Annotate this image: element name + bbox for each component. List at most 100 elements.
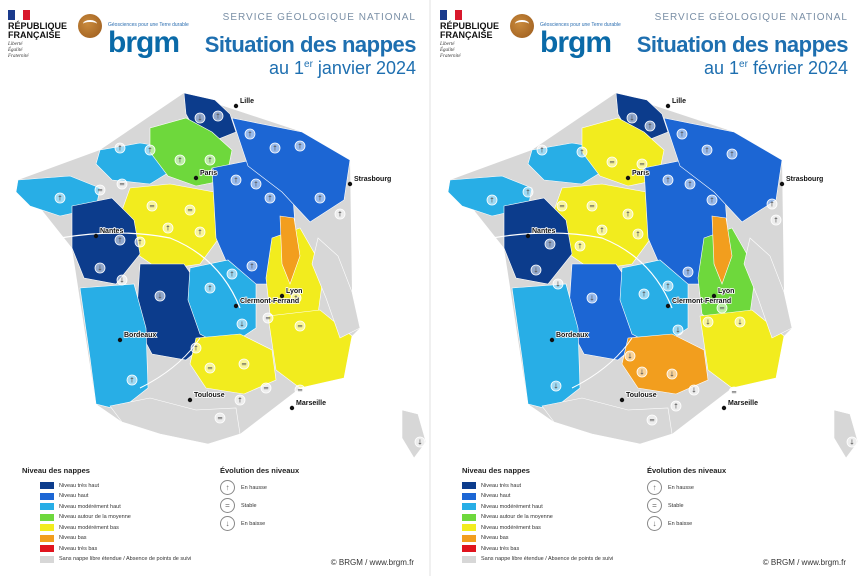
city-dot [525, 233, 531, 239]
equals-icon: = [647, 498, 662, 513]
svg-text:↑: ↑ [547, 241, 553, 249]
city-dot [193, 175, 199, 181]
legend-swatch [462, 482, 476, 489]
region-alsace-strip [279, 215, 301, 285]
svg-text:=: = [297, 323, 303, 331]
region-aquitaine [79, 283, 149, 411]
trend-stable-icon: = [716, 302, 728, 314]
legend-item: Niveau autour de la moyenne [462, 513, 553, 521]
legend-label: Sans nappe libre étendue / Absence de po… [59, 556, 192, 562]
trend-up-icon: ↑ [314, 192, 326, 204]
city-dot [779, 181, 785, 187]
legend-item: Niveau bas [40, 534, 87, 542]
legend-item: Niveau modérément haut [40, 503, 121, 510]
trend-stable-icon: = [294, 384, 306, 396]
trend-stable-icon: = [556, 200, 568, 212]
legend-label: Niveau modérément bas [59, 524, 119, 531]
trend-up-icon: ↑ [244, 128, 256, 140]
trend-down-icon: ↓ [586, 292, 598, 304]
city-dot [187, 397, 193, 403]
france-groundwater-map: ↓ ↑ ↑ ↑ ↑ ↑ ↑ = = ↑ ↑ ↑ ↑ ↑ ↑ ↑ = = ↑ ↑ ↑ ↑ ↑ ↓ ↓ ↓ ↑ ↑ ↑ = ↓ ↓ ↓ ↓ ↓ ↓ = ↓ ↓ =… [447, 92, 859, 458]
trend-down-icon: ↓ [636, 366, 648, 378]
arrow-up-icon: ↑ [220, 480, 235, 495]
trend-up-icon: ↑ [294, 140, 306, 152]
svg-text:↑: ↑ [599, 227, 605, 235]
trend-up-icon: ↑ [662, 280, 674, 292]
region-provence [699, 309, 785, 389]
trend-down-icon: ↓ [154, 290, 166, 302]
city-label: Bordeaux [124, 332, 156, 339]
map-title: Situation des nappes [204, 32, 417, 57]
legend-swatch [462, 555, 476, 563]
trend-up-icon: ↑ [544, 238, 556, 250]
svg-text:=: = [639, 161, 645, 169]
evolution-title: Évolution des niveaux [220, 466, 300, 475]
city-label: Nantes [532, 228, 555, 235]
legend-swatch [40, 534, 54, 542]
trend-up-icon: ↑ [174, 154, 186, 166]
legend-item: Niveau très haut [462, 482, 521, 489]
city-dot [625, 175, 631, 181]
brgm-wordmark: brgm [540, 26, 612, 59]
svg-text:=: = [265, 315, 271, 323]
city-dot [117, 337, 123, 343]
city-dot [233, 103, 239, 109]
trend-up-icon: ↑ [486, 194, 498, 206]
trend-stable-icon: = [94, 184, 106, 196]
map-panel-february: RÉPUBLIQUE FRANÇAISE Liberté Égalité Frate… [432, 0, 860, 576]
svg-text:↑: ↑ [525, 189, 531, 197]
france-groundwater-map: ↓ ↑ ↑ ↑ ↑ ↑ ↑ ↑ ↑ ↑ ↑ ↑ ↑ ↑ ↑ = = = = ↑ ↑ ↑ ↑ ↓ ↓ ↓ ↑ ↑ ↑ ↑ ↓ = = = = = = ↑ ↑ =… [15, 92, 427, 458]
trend-up-icon: ↑ [766, 198, 778, 210]
svg-text:↑: ↑ [137, 239, 143, 247]
trend-up-icon: ↑ [522, 186, 534, 198]
city-label: Paris [632, 170, 649, 177]
evolution-label: Stable [668, 502, 684, 509]
trend-stable-icon: = [214, 412, 226, 424]
legend-swatch [40, 482, 54, 489]
region-loire [503, 197, 573, 285]
city-dot [549, 337, 555, 343]
trend-up-icon: ↑ [194, 226, 206, 238]
brgm-logo: Géosciences pour une Terre durable brgm [78, 8, 189, 60]
svg-text:↑: ↑ [579, 149, 585, 157]
city-label: Marseille [728, 400, 758, 407]
svg-text:↑: ↑ [729, 151, 735, 159]
svg-text:↑: ↑ [249, 263, 255, 271]
city-dot [233, 303, 239, 309]
evolution-item: ↓ En baisse [220, 516, 265, 531]
evolution-item: ↓ En baisse [647, 516, 692, 531]
trend-up-icon: ↑ [250, 178, 262, 190]
rf-motto: Liberté Égalité Fraternité [8, 42, 29, 59]
trend-up-icon: ↑ [632, 228, 644, 240]
trend-up-icon: ↑ [536, 144, 548, 156]
legend-swatch [462, 503, 476, 510]
svg-text:=: = [719, 305, 725, 313]
region-alps [743, 237, 793, 339]
evolution-label: En hausse [668, 484, 694, 491]
svg-text:↑: ↑ [317, 195, 323, 203]
legend-swatch [40, 555, 54, 563]
svg-text:↑: ↑ [197, 229, 203, 237]
legend-item: Niveau autour de la moyenne [40, 513, 131, 521]
trend-up-icon: ↑ [226, 268, 238, 280]
trend-up-icon: ↑ [162, 222, 174, 234]
svg-text:↑: ↑ [267, 195, 273, 203]
trend-up-icon: ↑ [684, 178, 696, 190]
panel-divider [429, 0, 431, 576]
legend-swatch [462, 524, 476, 531]
svg-text:↑: ↑ [293, 295, 299, 303]
svg-text:=: = [187, 207, 193, 215]
city-dot [347, 181, 353, 187]
river-loire [491, 232, 673, 309]
svg-text:=: = [241, 361, 247, 369]
svg-text:↑: ↑ [577, 243, 583, 251]
svg-text:↑: ↑ [665, 177, 671, 185]
region-pyrenees [541, 397, 673, 445]
svg-text:↓: ↓ [553, 383, 559, 391]
arrow-down-icon: ↓ [220, 516, 235, 531]
legend-label: Niveau autour de la moyenne [481, 514, 553, 520]
trend-stable-icon: = [238, 358, 250, 370]
legend-label: Niveau haut [481, 493, 511, 499]
svg-text:=: = [149, 203, 155, 211]
trend-up-icon: ↑ [144, 144, 156, 156]
